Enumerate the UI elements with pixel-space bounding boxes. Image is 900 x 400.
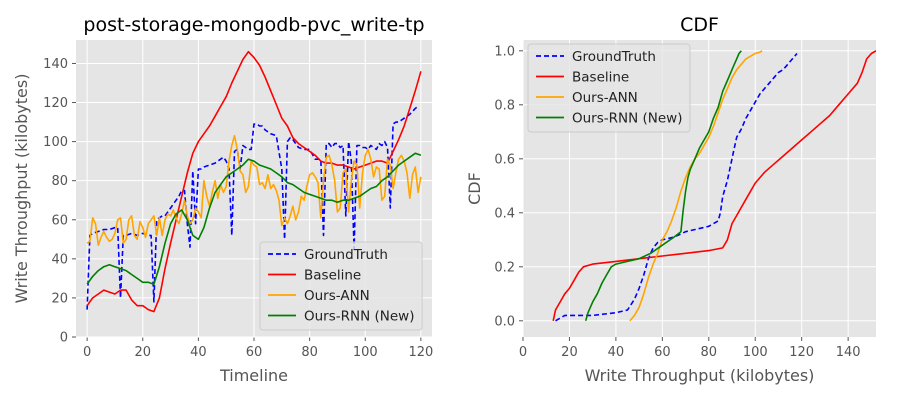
series-group [552, 50, 876, 322]
legend-label: Ours-ANN [304, 288, 370, 304]
y-tick-label: 1.0 [494, 44, 515, 59]
series-line-ours-ann [86, 134, 422, 246]
x-axis-label: Write Throughput (kilobytes) [585, 366, 815, 385]
y-tick-label: 140 [43, 57, 68, 72]
x-tick-label: 60 [246, 345, 263, 360]
series-line-baseline [86, 50, 422, 313]
legend-label: Ours-RNN (New) [304, 309, 415, 325]
y-tick-label: 0.6 [494, 152, 515, 167]
legend-label: GroundTruth [572, 49, 656, 65]
x-axis-label: Timeline [219, 366, 288, 385]
legend: GroundTruth Baseline Ours-ANN Ours-RNN (New… [527, 43, 691, 133]
y-axis-label: CDF [465, 172, 484, 205]
series-line-ours-rnn-new [584, 50, 742, 322]
legend: GroundTruth Baseline Ours-ANN Ours-RNN (New… [259, 241, 423, 331]
chart-title: CDF [680, 14, 719, 36]
legend-label: GroundTruth [304, 247, 388, 263]
x-tick-label: 100 [743, 345, 768, 360]
y-tick-label: 20 [51, 291, 68, 306]
series-group [86, 50, 422, 313]
y-tick-label: 40 [51, 252, 68, 267]
series-line-baseline [552, 50, 876, 321]
legend-box [259, 241, 423, 331]
y-tick-label: 120 [43, 96, 68, 111]
x-tick-label: 60 [654, 345, 671, 360]
chart-title: post-storage-mongodb-pvc_write-tp [83, 14, 424, 36]
legend-label: Ours-RNN (New) [572, 111, 683, 127]
x-tick-label: 120 [789, 345, 814, 360]
x-tick-label: 80 [701, 345, 718, 360]
y-tick-label: 0.0 [494, 314, 515, 329]
cdf-chart: 0 20 40 60 80 100 120 140 0.0 0.2 0.4 0.6 0.8 1.0 CDF W… [465, 14, 876, 385]
x-tick-label: 120 [408, 345, 433, 360]
legend-label: Ours-ANN [572, 90, 638, 106]
legend-label: Baseline [304, 268, 361, 284]
y-tick-label: 80 [51, 174, 68, 189]
x-tick-label: 140 [836, 345, 861, 360]
x-tick-label: 20 [134, 345, 151, 360]
legend-box [527, 43, 691, 133]
y-axis-label: Write Throughput (kilobytes) [12, 74, 31, 304]
x-tick-label: 40 [608, 345, 625, 360]
y-tick-label: 0.2 [494, 260, 515, 275]
x-tick-label: 0 [519, 345, 527, 360]
legend-label: Baseline [572, 70, 629, 86]
y-tick-label: 0.4 [494, 206, 515, 221]
x-tick-label: 100 [353, 345, 378, 360]
series-line-ours-ann [629, 50, 763, 322]
x-tick-label: 0 [83, 345, 91, 360]
timeline-chart: 0 20 40 60 80 100 120 0 20 40 60 80 100 120 140 post-st… [12, 14, 433, 385]
series-line-groundtruth [86, 105, 419, 310]
y-tick-label: 0.8 [494, 98, 515, 113]
x-tick-label: 20 [561, 345, 578, 360]
x-tick-label: 80 [301, 345, 318, 360]
y-tick-label: 60 [51, 213, 68, 228]
series-line-ours-rnn-new [86, 152, 422, 286]
y-tick-label: 100 [43, 135, 68, 150]
x-tick-label: 40 [190, 345, 207, 360]
y-tick-label: 0 [60, 331, 68, 346]
